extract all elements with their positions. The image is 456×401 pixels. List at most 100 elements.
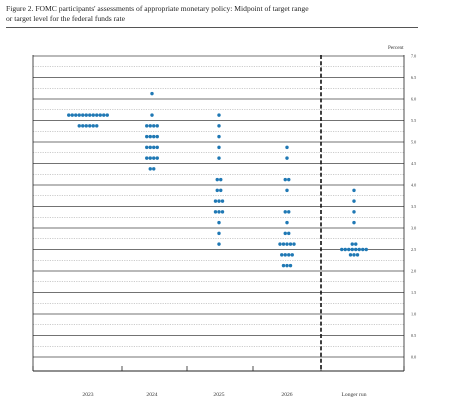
participant-dot xyxy=(84,124,88,128)
dots xyxy=(67,91,368,268)
participant-dot xyxy=(95,113,99,117)
participant-dot xyxy=(350,242,354,246)
participant-dot xyxy=(357,247,361,252)
participant-dot xyxy=(88,113,92,117)
y-tick-label: 4.0 xyxy=(411,183,416,188)
participant-dot xyxy=(220,199,225,203)
participant-dot xyxy=(81,124,85,128)
participant-dot xyxy=(152,134,156,139)
participant-dot xyxy=(152,145,156,150)
participant-dot xyxy=(145,134,149,139)
participant-dot xyxy=(217,145,221,150)
y-tick-label: 0.0 xyxy=(411,355,416,360)
participant-dot xyxy=(347,247,351,252)
axes xyxy=(32,55,405,372)
participant-dot xyxy=(145,124,149,128)
participant-dot xyxy=(91,124,95,128)
participant-dot xyxy=(88,124,92,128)
participant-dot xyxy=(219,188,223,193)
participant-dot xyxy=(287,177,291,182)
participant-dot xyxy=(91,113,95,117)
participant-dot xyxy=(152,167,156,171)
participant-dot xyxy=(288,242,293,246)
x-category-label: Longer run xyxy=(341,392,366,398)
y-tick-label: 3.0 xyxy=(411,226,416,231)
participant-dot xyxy=(280,253,284,257)
participant-dot xyxy=(283,177,287,182)
x-category-label: 2026 xyxy=(281,392,292,398)
participant-dot xyxy=(278,242,282,246)
participant-dot xyxy=(148,134,152,139)
x-category-label: 2025 xyxy=(213,392,224,398)
y-tick-label: 2.5 xyxy=(411,247,416,252)
participant-dot xyxy=(281,263,286,268)
gridlines xyxy=(33,55,404,358)
y-tick-label: 6.0 xyxy=(411,97,416,102)
figure-title-line-1: Figure 2. FOMC participants' assessments… xyxy=(6,4,309,13)
y-tick-label: 0.5 xyxy=(411,333,416,338)
participant-dot xyxy=(352,253,356,257)
participant-dot xyxy=(145,145,149,150)
x-category-label: 2024 xyxy=(146,392,157,398)
participant-dot xyxy=(361,247,365,252)
participant-dot xyxy=(70,113,74,117)
participant-dot xyxy=(81,113,85,117)
participant-dot xyxy=(355,253,360,257)
participant-dot xyxy=(155,156,159,160)
participant-dot xyxy=(67,113,71,117)
participant-dot xyxy=(285,145,289,150)
participant-dot xyxy=(217,113,221,117)
participant-dot xyxy=(217,220,221,225)
participant-dot xyxy=(95,124,99,128)
y-tick-label: 6.5 xyxy=(411,75,416,80)
participant-dot xyxy=(364,247,368,252)
participant-dot xyxy=(343,247,347,252)
figure-title-line-2: or target level for the federal funds ra… xyxy=(6,13,125,23)
participant-dot xyxy=(283,210,287,214)
participant-dot xyxy=(213,210,218,214)
axis-labels: 0.0 0.5 1.0 1.5 2.0 2.5 3.0 3.5 4.0 4.5 5.0 5.5 6.0 6… xyxy=(82,45,416,398)
y-tick-label: 5.5 xyxy=(411,118,416,123)
y-tick-label: 1.0 xyxy=(411,312,416,317)
y-tick-label: 3.5 xyxy=(411,204,416,209)
y-tick-label: 5.0 xyxy=(411,140,416,145)
participant-dot xyxy=(217,156,221,160)
x-category-label: 2023 xyxy=(82,392,93,398)
participant-dot xyxy=(217,210,221,214)
participant-dot xyxy=(217,124,221,128)
participant-dot xyxy=(98,113,102,117)
participant-dot xyxy=(285,188,289,193)
participant-dot xyxy=(220,210,225,214)
participant-dot xyxy=(287,231,291,236)
participant-dot xyxy=(77,124,81,128)
participant-dot xyxy=(340,247,344,252)
title-divider xyxy=(6,27,418,28)
y-tick-label: 1.5 xyxy=(411,290,416,295)
participant-dot xyxy=(285,156,289,160)
participant-dot xyxy=(350,247,354,252)
y-axis-unit-label: Percent xyxy=(388,45,404,51)
participant-dot xyxy=(292,242,296,246)
participant-dot xyxy=(348,253,353,257)
participant-dot xyxy=(150,91,154,96)
participant-dot xyxy=(217,199,221,203)
participant-dot xyxy=(155,134,159,139)
y-tick-label: 2.0 xyxy=(411,269,416,274)
participant-dot xyxy=(77,113,81,117)
participant-dot xyxy=(285,263,289,268)
participant-dot xyxy=(287,253,291,257)
participant-dot xyxy=(287,210,291,214)
participant-dot xyxy=(152,156,156,160)
figure-title: Figure 2. FOMC participants' assessments… xyxy=(6,4,446,23)
participant-dot xyxy=(354,242,358,246)
participant-dot xyxy=(152,124,156,128)
participant-dot xyxy=(148,145,152,150)
participant-dot xyxy=(150,113,154,117)
participant-dot xyxy=(281,242,286,246)
participant-dot xyxy=(285,242,289,246)
participant-dot xyxy=(354,247,358,252)
participant-dot xyxy=(155,124,159,128)
participant-dot xyxy=(74,113,78,117)
participant-dot xyxy=(155,145,159,150)
